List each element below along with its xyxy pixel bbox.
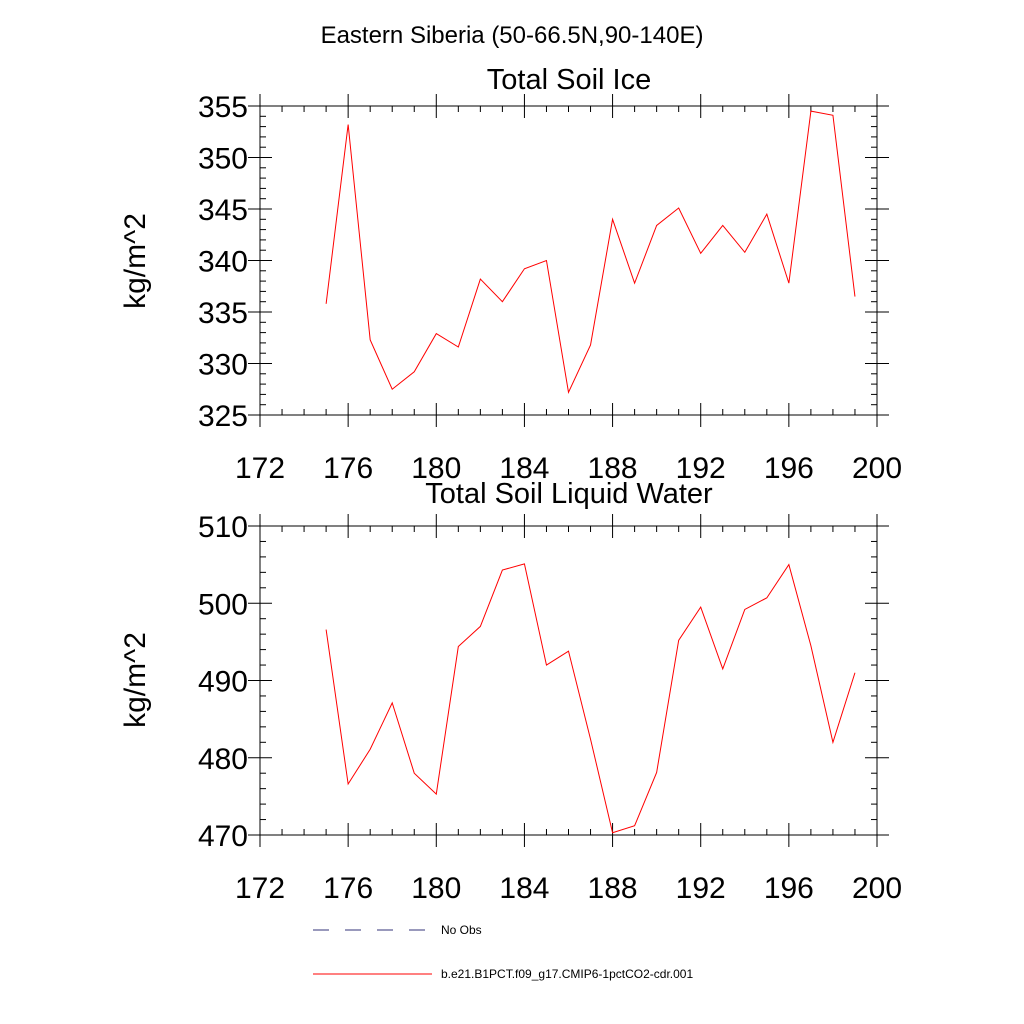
x-tick-label: 192: [676, 452, 726, 485]
y-tick-label: 350: [198, 143, 248, 176]
x-tick-label: 200: [852, 452, 902, 485]
x-tick-label: 172: [235, 872, 285, 905]
y-tick-label: 470: [198, 820, 248, 853]
y-tick-label: 510: [198, 511, 248, 544]
x-tick-label: 180: [411, 872, 461, 905]
x-tick-label: 176: [323, 452, 373, 485]
x-tick-label: 196: [764, 872, 814, 905]
legend-label: No Obs: [441, 923, 482, 937]
x-tick-label: 188: [588, 872, 638, 905]
x-tick-label: 188: [588, 452, 638, 485]
panel-soil-ice: Total Soil Ice kg/m^2 172 176 180 184 188 192…: [119, 64, 902, 485]
x-tick-label: 192: [676, 872, 726, 905]
series-line: [325, 563, 856, 834]
y-tick-label: 480: [198, 743, 248, 776]
y-tick-label: 325: [198, 400, 248, 433]
x-tick-label: 196: [764, 452, 814, 485]
panel-title: Total Soil Liquid Water: [425, 478, 713, 510]
x-tick-label: 176: [323, 872, 373, 905]
legend: No Obs b.e21.B1PCT.f09_g17.CMIP6-1pctCO2…: [313, 923, 693, 981]
plot-frame: [259, 525, 878, 836]
x-tick-label: 172: [235, 452, 285, 485]
series-line: [325, 110, 856, 395]
y-axis-label: kg/m^2: [119, 632, 152, 728]
y-tick-label: 500: [198, 588, 248, 621]
y-tick-label: 330: [198, 349, 248, 382]
legend-label: b.e21.B1PCT.f09_g17.CMIP6-1pctCO2-cdr.00…: [441, 967, 693, 981]
x-tick-label: 184: [499, 452, 549, 485]
x-tick-label: 180: [411, 452, 461, 485]
y-tick-label: 340: [198, 246, 248, 279]
figure-suptitle: Eastern Siberia (50-66.5N,90-140E): [321, 22, 704, 49]
y-tick-label: 345: [198, 194, 248, 227]
y-axis-label: kg/m^2: [119, 213, 152, 309]
y-tick-label: 355: [198, 91, 248, 124]
panel-title: Total Soil Ice: [487, 64, 651, 96]
y-tick-label: 490: [198, 666, 248, 699]
x-tick-label: 184: [499, 872, 549, 905]
x-tick-label: 200: [852, 872, 902, 905]
plot-frame: [259, 105, 878, 416]
y-tick-label: 335: [198, 297, 248, 330]
panel-soil-liquid-water: Total Soil Liquid Water kg/m^2 172 176 180…: [119, 478, 902, 905]
